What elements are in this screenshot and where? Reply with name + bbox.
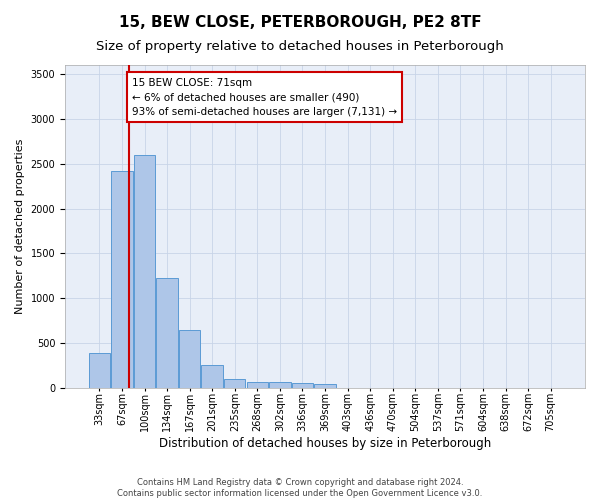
Bar [111,171,133,388]
Text: 15 BEW CLOSE: 71sqm
← 6% of detached houses are smaller (490)
93% of semi-detach: 15 BEW CLOSE: 71sqm ← 6% of detached hou… [132,78,397,117]
Bar [202,364,223,388]
Text: Size of property relative to detached houses in Peterborough: Size of property relative to detached ho… [96,40,504,53]
Bar [89,353,110,388]
Bar [134,154,155,388]
Bar [269,382,290,388]
Bar [157,278,178,388]
Bar [179,330,200,388]
Y-axis label: Number of detached properties: Number of detached properties [15,139,25,314]
Text: 15, BEW CLOSE, PETERBOROUGH, PE2 8TF: 15, BEW CLOSE, PETERBOROUGH, PE2 8TF [119,15,481,30]
Text: Contains HM Land Registry data © Crown copyright and database right 2024.
Contai: Contains HM Land Registry data © Crown c… [118,478,482,498]
X-axis label: Distribution of detached houses by size in Peterborough: Distribution of detached houses by size … [159,437,491,450]
Bar [247,382,268,388]
Bar [314,384,336,388]
Bar [292,383,313,388]
Bar [224,379,245,388]
